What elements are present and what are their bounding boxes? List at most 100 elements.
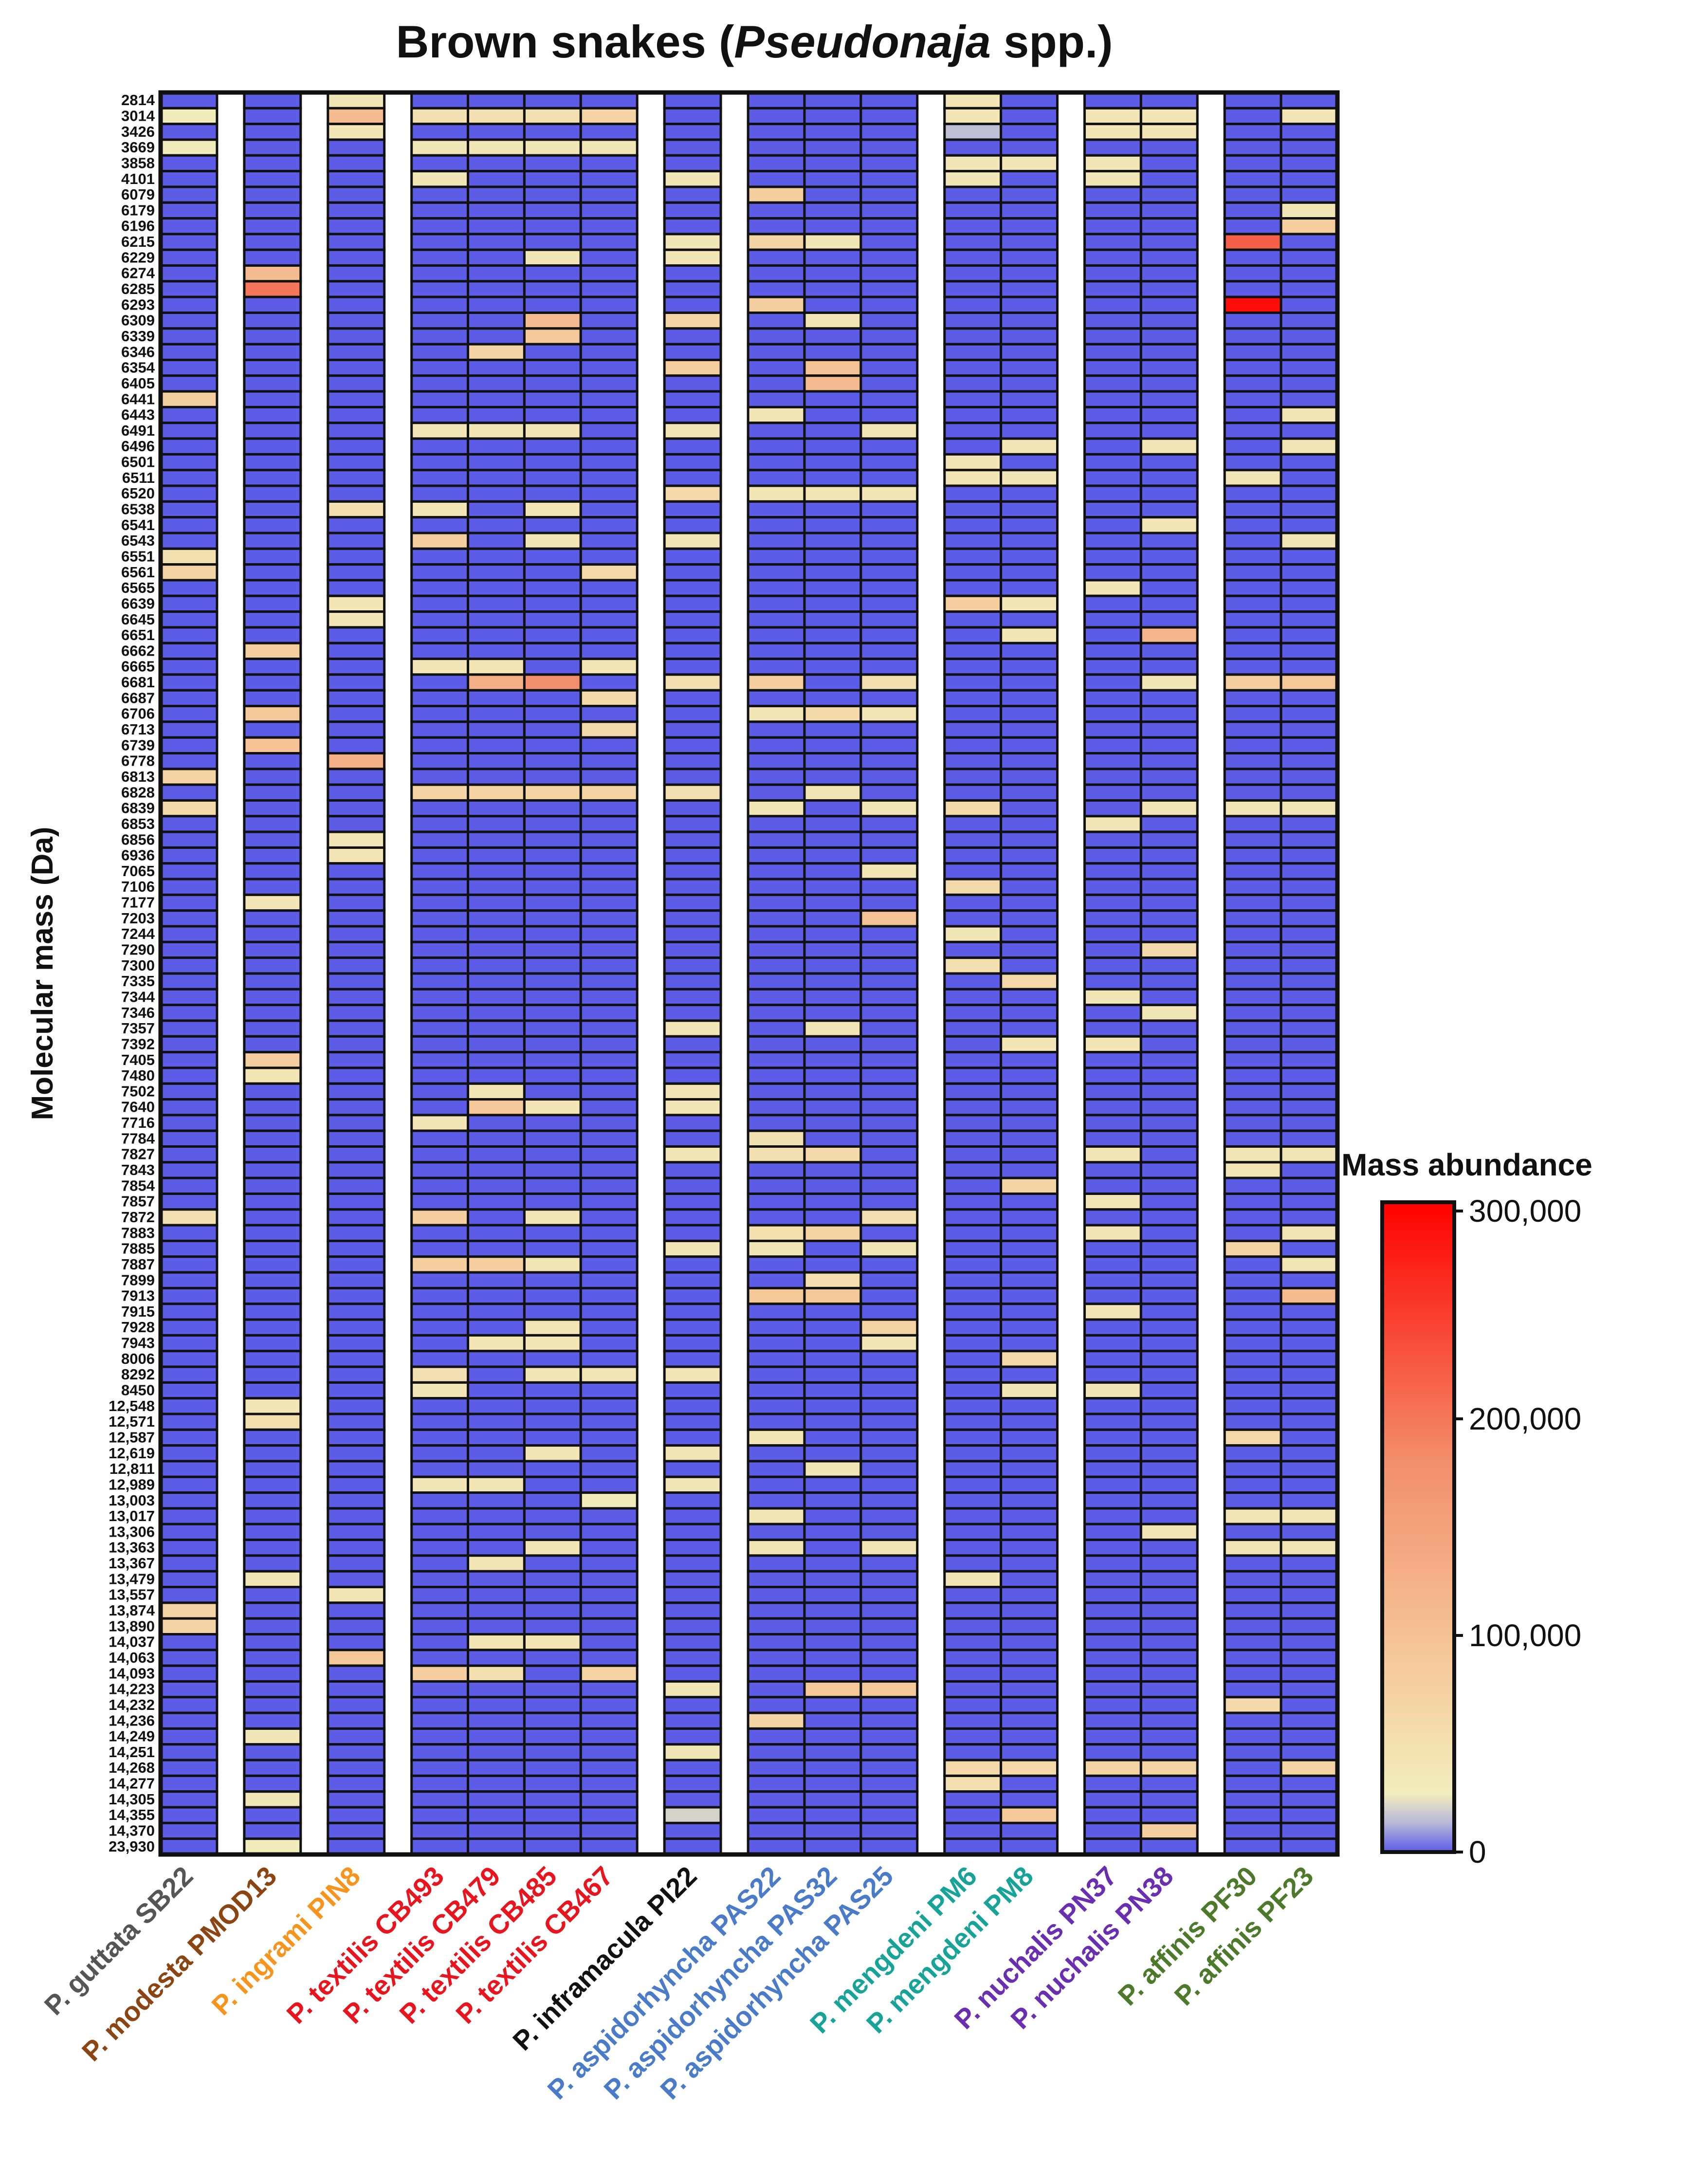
heatmap-cell	[579, 1806, 639, 1824]
heatmap-cell	[663, 1491, 722, 1510]
heatmap-cell	[943, 610, 1003, 629]
heatmap-cell	[579, 909, 639, 928]
heatmap-cell	[943, 374, 1003, 393]
heatmap-cell	[1223, 1381, 1282, 1400]
heatmap-cell	[1223, 1239, 1282, 1258]
heatmap-cell	[327, 972, 386, 991]
heatmap-cell	[1139, 563, 1199, 582]
y-tick-label: 14,232	[109, 1696, 155, 1713]
y-tick-label: 14,249	[109, 1728, 155, 1745]
heatmap-cell	[1139, 1381, 1199, 1400]
heatmap-cell	[859, 547, 919, 566]
heatmap-cell	[943, 1680, 1003, 1699]
heatmap-cell	[1223, 248, 1282, 267]
heatmap-cell	[1280, 1350, 1339, 1368]
heatmap-cell	[579, 1397, 639, 1415]
heatmap-cell	[159, 768, 219, 786]
heatmap-cell	[327, 673, 386, 692]
heatmap-cell	[579, 1743, 639, 1762]
heatmap-cell	[410, 1743, 470, 1762]
heatmap-cell	[579, 201, 639, 220]
heatmap-cell	[159, 1664, 219, 1683]
heatmap-cell	[1139, 1743, 1199, 1762]
heatmap-cell	[243, 374, 302, 393]
heatmap-cell	[243, 893, 302, 912]
heatmap-cell	[1139, 956, 1199, 975]
heatmap-cell	[1280, 1035, 1339, 1054]
heatmap-cell	[243, 783, 302, 802]
heatmap-cell	[1139, 1098, 1199, 1117]
heatmap-cell	[243, 264, 302, 283]
heatmap-cell	[243, 1224, 302, 1242]
heatmap-cell	[243, 123, 302, 141]
heatmap-cell	[1139, 1397, 1199, 1415]
heatmap-cell	[1000, 1554, 1059, 1573]
heatmap-cell	[159, 752, 219, 771]
heatmap-cell	[159, 1193, 219, 1211]
heatmap-cell	[1000, 484, 1059, 503]
heatmap-cell	[803, 1286, 862, 1305]
heatmap-cell	[803, 626, 862, 644]
y-tick-label: 7857	[121, 1193, 155, 1210]
heatmap-cell	[1139, 1539, 1199, 1557]
heatmap-cell	[943, 1397, 1003, 1415]
heatmap-cell	[943, 752, 1003, 771]
heatmap-cell	[1083, 1334, 1142, 1353]
heatmap-cell	[327, 91, 386, 110]
heatmap-cell	[663, 422, 722, 440]
heatmap-cell	[747, 1019, 806, 1038]
heatmap-cell	[859, 1286, 919, 1305]
y-tick-label: 7502	[121, 1083, 155, 1100]
heatmap-cell	[1139, 1790, 1199, 1809]
heatmap-cell	[663, 1066, 722, 1085]
heatmap-cell	[243, 563, 302, 582]
heatmap-cell	[859, 1114, 919, 1132]
heatmap-cell	[1083, 658, 1142, 676]
heatmap-cell	[663, 1444, 722, 1463]
heatmap-cell	[747, 201, 806, 220]
heatmap-cell	[523, 1523, 582, 1542]
heatmap-cell	[1083, 1350, 1142, 1368]
heatmap-cell	[859, 1350, 919, 1368]
heatmap-cell	[410, 1208, 470, 1227]
heatmap-cell	[243, 610, 302, 629]
heatmap-cell	[410, 201, 470, 220]
heatmap-cell	[243, 1413, 302, 1431]
heatmap-cell	[410, 1035, 470, 1054]
heatmap-cell	[1083, 720, 1142, 739]
heatmap-cell	[1000, 1365, 1059, 1384]
heatmap-cell	[803, 1475, 862, 1494]
heatmap-cell	[243, 1193, 302, 1211]
heatmap-cell	[747, 594, 806, 613]
heatmap-cell	[410, 1774, 470, 1793]
heatmap-cell	[663, 925, 722, 943]
heatmap-cell	[1223, 1224, 1282, 1242]
heatmap-cell	[1000, 1098, 1059, 1117]
heatmap-cell	[1083, 185, 1142, 204]
heatmap-cell	[1139, 123, 1199, 141]
heatmap-cell	[1083, 1539, 1142, 1557]
heatmap-cell	[663, 626, 722, 644]
heatmap-cell	[859, 343, 919, 361]
heatmap-cell	[327, 1711, 386, 1730]
heatmap-cell	[1280, 1774, 1339, 1793]
heatmap-cell	[1280, 123, 1339, 141]
heatmap-cell	[579, 358, 639, 377]
heatmap-cell	[859, 484, 919, 503]
heatmap-cell	[243, 295, 302, 314]
heatmap-cell	[1000, 783, 1059, 802]
heatmap-cell	[803, 1239, 862, 1258]
heatmap-cell	[1223, 1098, 1282, 1117]
heatmap-cell	[243, 1035, 302, 1054]
y-tick-label: 6561	[121, 564, 155, 581]
heatmap-cell	[1083, 295, 1142, 314]
heatmap-cell	[243, 532, 302, 550]
heatmap-cell	[943, 1837, 1003, 1856]
heatmap-cell	[327, 248, 386, 267]
heatmap-cell	[579, 264, 639, 283]
heatmap-cell	[410, 610, 470, 629]
heatmap-cell	[859, 453, 919, 472]
heatmap-cell	[747, 626, 806, 644]
heatmap-cell	[523, 1711, 582, 1730]
